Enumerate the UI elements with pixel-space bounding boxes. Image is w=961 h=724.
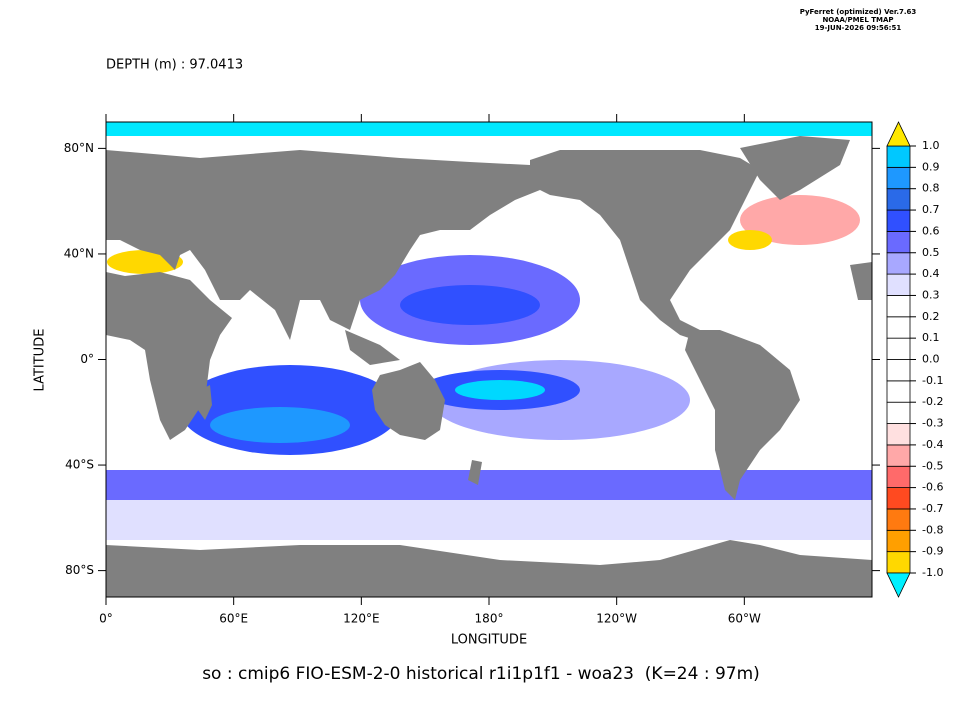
colorbar-label: 0.4 <box>922 267 940 280</box>
x-tick-label: 120°W <box>596 612 637 626</box>
colorbar-band <box>886 145 911 168</box>
land <box>345 330 400 365</box>
header-line: NOAA/PMEL TMAP <box>822 16 893 24</box>
colorbar-band <box>886 209 911 232</box>
colorbar-label: 0.1 <box>922 331 940 344</box>
x-tick-label: 0° <box>99 612 113 626</box>
colorbar-band <box>886 529 911 553</box>
land <box>740 136 850 200</box>
colorbar-band <box>886 380 911 403</box>
colorbar-band <box>886 252 911 275</box>
colorbar-label: -0.7 <box>922 502 943 515</box>
chart-title: DEPTH (m) : 97.0413 <box>106 58 243 73</box>
ocean-region <box>455 380 545 400</box>
colorbar-band <box>886 295 911 318</box>
land <box>468 460 482 485</box>
colorbar-label: -0.9 <box>922 545 943 558</box>
caption: so : cmip6 FIO-ESM-2-0 historical r1i1p1… <box>202 664 760 684</box>
colorbar-label: 0.3 <box>922 288 940 301</box>
land <box>106 540 872 597</box>
ocean-region <box>210 407 350 443</box>
colorbar-label: 0.0 <box>922 353 940 366</box>
colorbar-band <box>886 423 911 446</box>
ocean-region <box>400 285 540 325</box>
ocean-region <box>106 470 872 500</box>
colorbar-label: -0.8 <box>922 523 943 536</box>
colorbar-band <box>886 316 911 339</box>
land <box>850 262 872 300</box>
x-tick-label: 60°W <box>728 612 761 626</box>
colorbar-band <box>886 487 911 510</box>
colorbar-label: 0.2 <box>922 310 940 323</box>
colorbar-label: 0.6 <box>922 224 940 237</box>
header-line: PyFerret (optimized) Ver.7.63 <box>800 8 917 16</box>
y-tick-label: 40°S <box>65 458 94 472</box>
y-tick-label: 80°N <box>64 141 94 155</box>
y-tick-label: 0° <box>80 352 94 366</box>
colorbar-label: -0.1 <box>922 374 943 387</box>
x-tick-label: 120°E <box>343 612 380 626</box>
land <box>372 362 445 440</box>
colorbar-label: 0.7 <box>922 203 940 216</box>
colorbar-band <box>886 551 911 574</box>
x-tick-label: 60°E <box>219 612 248 626</box>
colorbar-label: 0.9 <box>922 160 940 173</box>
colorbar-band <box>886 188 911 211</box>
colorbar-band <box>886 465 911 489</box>
colorbar-band <box>886 359 911 382</box>
y-axis-label: LATITUDE <box>33 329 48 392</box>
ocean-region <box>106 500 872 540</box>
ocean-region <box>728 230 772 250</box>
y-tick-label: 40°N <box>64 246 94 260</box>
colorbar-label: -1.0 <box>922 566 943 579</box>
ocean-region <box>106 122 872 136</box>
land <box>530 150 760 340</box>
colorbar-band <box>886 337 911 360</box>
colorbar-band <box>886 444 911 467</box>
colorbar-band <box>886 273 911 296</box>
ocean-region <box>740 195 860 245</box>
colorbar-label: 0.8 <box>922 182 940 195</box>
colorbar-band <box>886 401 911 424</box>
colorbar-over <box>886 121 911 147</box>
land <box>106 150 540 340</box>
x-tick-label: 180° <box>475 612 504 626</box>
colorbar-label: -0.6 <box>922 481 943 494</box>
colorbar-under <box>886 572 911 598</box>
colorbar-label: 0.5 <box>922 246 940 259</box>
y-tick-label: 80°S <box>65 563 94 577</box>
colorbar-band <box>886 508 911 531</box>
colorbar-label: 1.0 <box>922 139 940 152</box>
header-line: 19-JUN-2026 09:56:51 <box>815 24 902 32</box>
x-axis-label: LONGITUDE <box>451 633 527 648</box>
colorbar-band <box>886 230 911 254</box>
land <box>685 330 800 500</box>
land <box>198 385 212 420</box>
colorbar-label: -0.2 <box>922 395 943 408</box>
colorbar-label: -0.5 <box>922 459 943 472</box>
map-area <box>105 121 873 598</box>
colorbar-label: -0.4 <box>922 438 943 451</box>
colorbar-band <box>886 166 911 190</box>
colorbar-label: -0.3 <box>922 417 943 430</box>
